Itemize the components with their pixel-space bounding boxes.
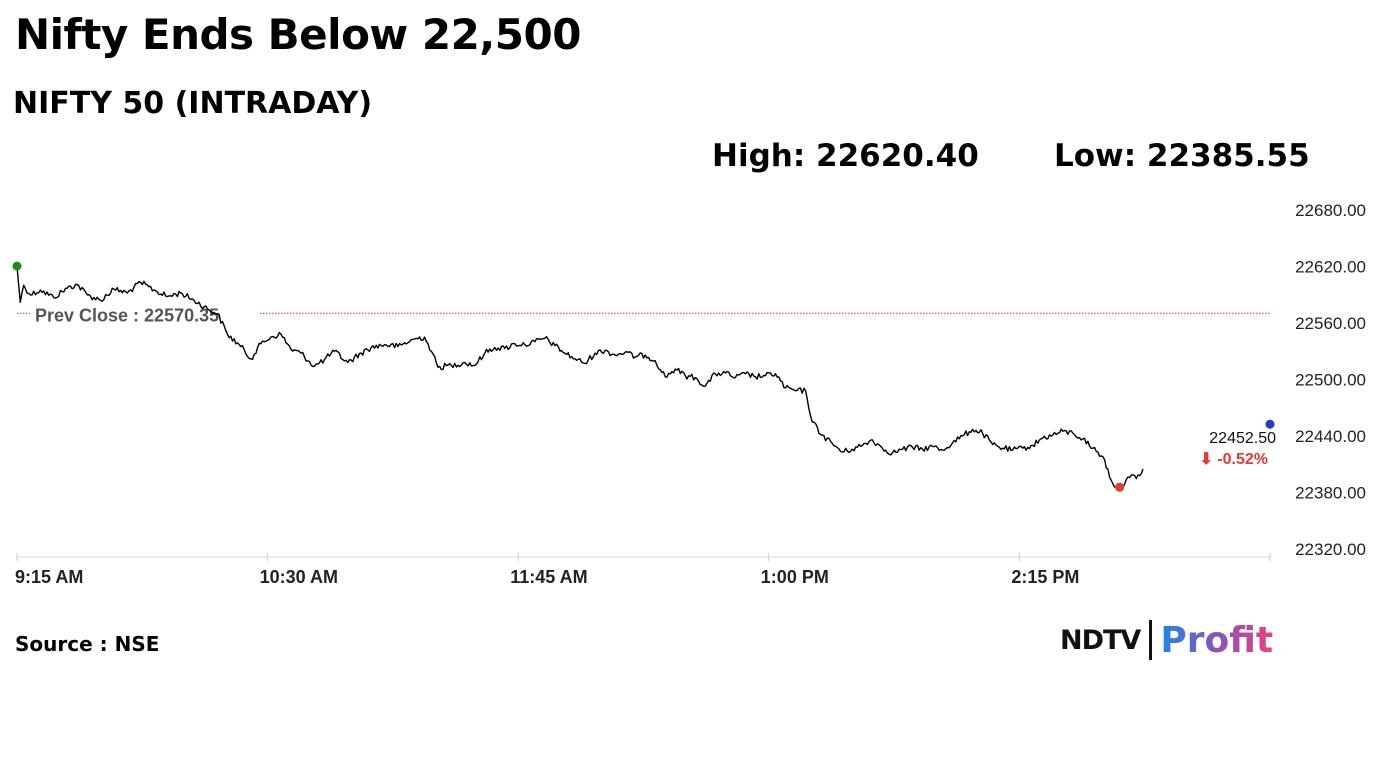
headline: Nifty Ends Below 22,500 — [15, 10, 581, 59]
y-tick-label: 22620.00 — [1295, 258, 1366, 277]
ndtv-profit-logo: NDTV Profit — [1060, 618, 1273, 662]
x-tick-label: 10:30 AM — [260, 567, 338, 587]
last-value-label: 22452.50 — [1209, 430, 1276, 447]
day-high: High: 22620.40 — [712, 138, 979, 174]
price-series — [16, 266, 1144, 489]
open-marker — [12, 261, 22, 271]
x-axis: 9:15 AM 10:30 AM 11:45 AM 1:00 PM 2:15 PM — [15, 553, 1271, 587]
x-tick-label: 9:15 AM — [15, 567, 83, 587]
markers — [12, 261, 1275, 492]
y-tick-label: 22320.00 — [1295, 540, 1366, 559]
change-percent-label: ⬇ -0.52% — [1199, 451, 1268, 468]
logo-profit-text: Profit — [1160, 619, 1274, 661]
logo-divider — [1149, 620, 1153, 660]
last-value-callout: 22452.50 ⬇ -0.52% — [1199, 430, 1276, 468]
low-marker — [1115, 482, 1125, 492]
source-note: Source : NSE — [15, 632, 160, 656]
y-tick-label: 22440.00 — [1295, 427, 1366, 446]
day-low: Low: 22385.55 — [1054, 138, 1310, 174]
y-axis-labels: 22680.00 22620.00 22560.00 22500.00 22440.00… — [1295, 201, 1366, 559]
y-tick-label: 22380.00 — [1295, 484, 1366, 503]
chart-subtitle: NIFTY 50 (INTRADAY) — [13, 86, 373, 121]
x-tick-label: 2:15 PM — [1011, 567, 1079, 587]
y-tick-label: 22500.00 — [1295, 371, 1366, 390]
series-line — [16, 266, 1144, 489]
y-tick-label: 22680.00 — [1295, 201, 1366, 220]
last-marker — [1265, 419, 1275, 429]
logo-ndtv-text: NDTV — [1060, 624, 1141, 656]
x-tick-label: 11:45 AM — [510, 567, 587, 587]
intraday-line-chart: 22680.00 22620.00 22560.00 22500.00 22440.00… — [12, 201, 1366, 587]
prev-close-label: Prev Close : 22570.35 — [35, 305, 219, 325]
y-tick-label: 22560.00 — [1295, 314, 1366, 333]
x-tick-label: 1:00 PM — [761, 567, 829, 587]
